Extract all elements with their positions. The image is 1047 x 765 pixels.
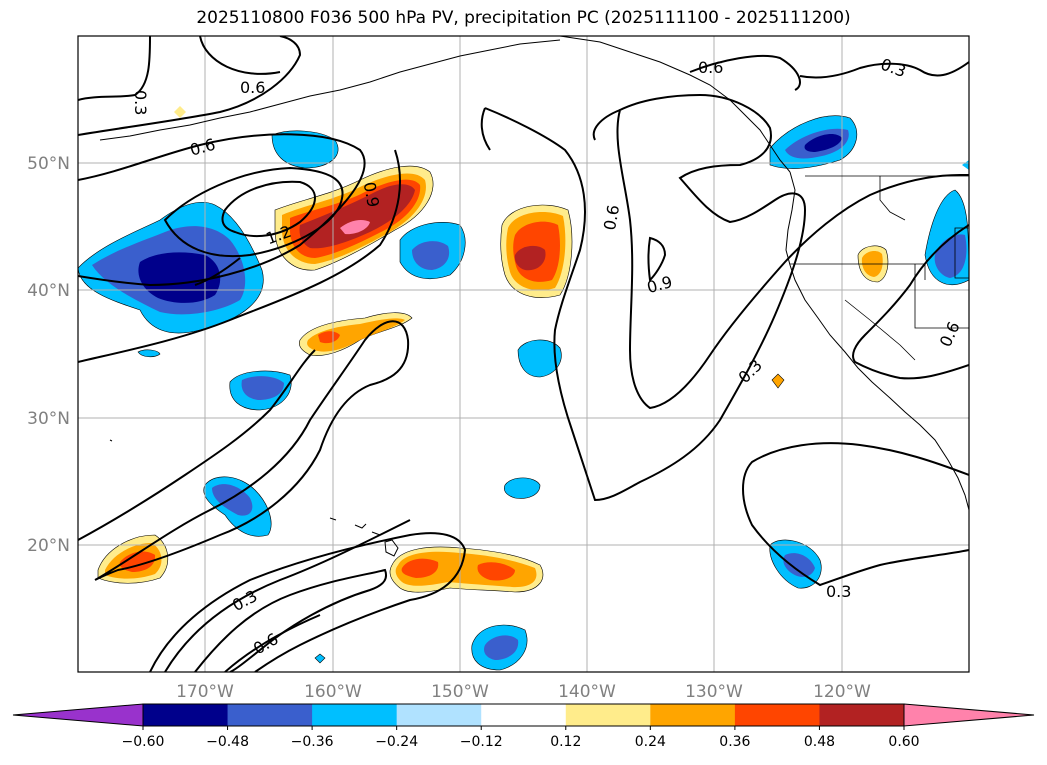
colorbar-tick-label: 0.48 [804,734,835,750]
contour-label: 0.3 [826,582,851,601]
latitude-labels: 50°N 40°N 30°N 20°N [27,154,70,556]
colorbar-segment [312,704,398,726]
colorbar-tick-label: 0.36 [719,734,750,750]
colorbar-segment [819,704,905,726]
colorbar-tick-label: −0.24 [375,734,418,750]
page-title: 2025110800 F036 500 hPa PV, precipitatio… [196,8,851,28]
lon-label-140w: 140°W [558,682,616,702]
map-frame [77,35,970,673]
colorbar-tick-labels: −0.60 −0.48 −0.36 −0.24 −0.12 0.12 0.24 0.36 0.4… [122,726,920,750]
lat-label-30n: 30°N [27,409,70,429]
colorbar-left-arrow [13,704,143,726]
colorbar-tick-label: −0.12 [460,734,503,750]
lat-label-40n: 40°N [27,281,70,301]
lon-label-150w: 150°W [431,682,489,702]
contour-label: 0.9 [360,180,383,208]
lon-label-120w: 120°W [813,682,871,702]
colorbar-segment [734,704,820,726]
colorbar-segment [565,704,651,726]
colorbar-segment [396,704,482,726]
pv-contours [78,36,969,672]
colorbar-tick-label: −0.36 [291,734,334,750]
colorbar-tick-label: −0.48 [206,734,249,750]
colorbar-right-arrow [904,704,1034,726]
colorbar-segment [481,704,567,726]
map-content: 0.6 0.3 0.6 0.9 1.2 0.6 0.3 0.6 0.9 0.3 … [78,36,969,672]
colorbar: −0.60 −0.48 −0.36 −0.24 −0.12 0.12 0.24 0.36 0.4… [12,703,1035,750]
lon-label-130w: 130°W [685,682,743,702]
longitude-labels: 170°W 160°W 150°W 140°W 130°W 120°W [176,682,871,702]
lat-label-20n: 20°N [27,536,70,556]
colorbar-tick-label: 0.12 [550,734,581,750]
colorbar-segment [650,704,736,726]
colorbar-segment [143,704,229,726]
gridlines [78,36,969,672]
lon-label-160w: 160°W [304,682,362,702]
coastlines [99,36,969,557]
lat-label-50n: 50°N [27,154,70,174]
contour-label: 0.6 [240,78,265,97]
colorbar-segments [13,704,1034,726]
colorbar-frame [142,703,905,727]
contour-label: 0.6 [698,58,723,77]
colorbar-tick-label: −0.60 [122,734,165,750]
contour-label: 0.3 [131,90,150,115]
lon-label-170w: 170°W [176,682,234,702]
colorbar-tick-label: 0.60 [888,734,919,750]
colorbar-segment [227,704,313,726]
colorbar-tick-label: 0.24 [635,734,666,750]
contour-label: 0.6 [600,203,623,231]
